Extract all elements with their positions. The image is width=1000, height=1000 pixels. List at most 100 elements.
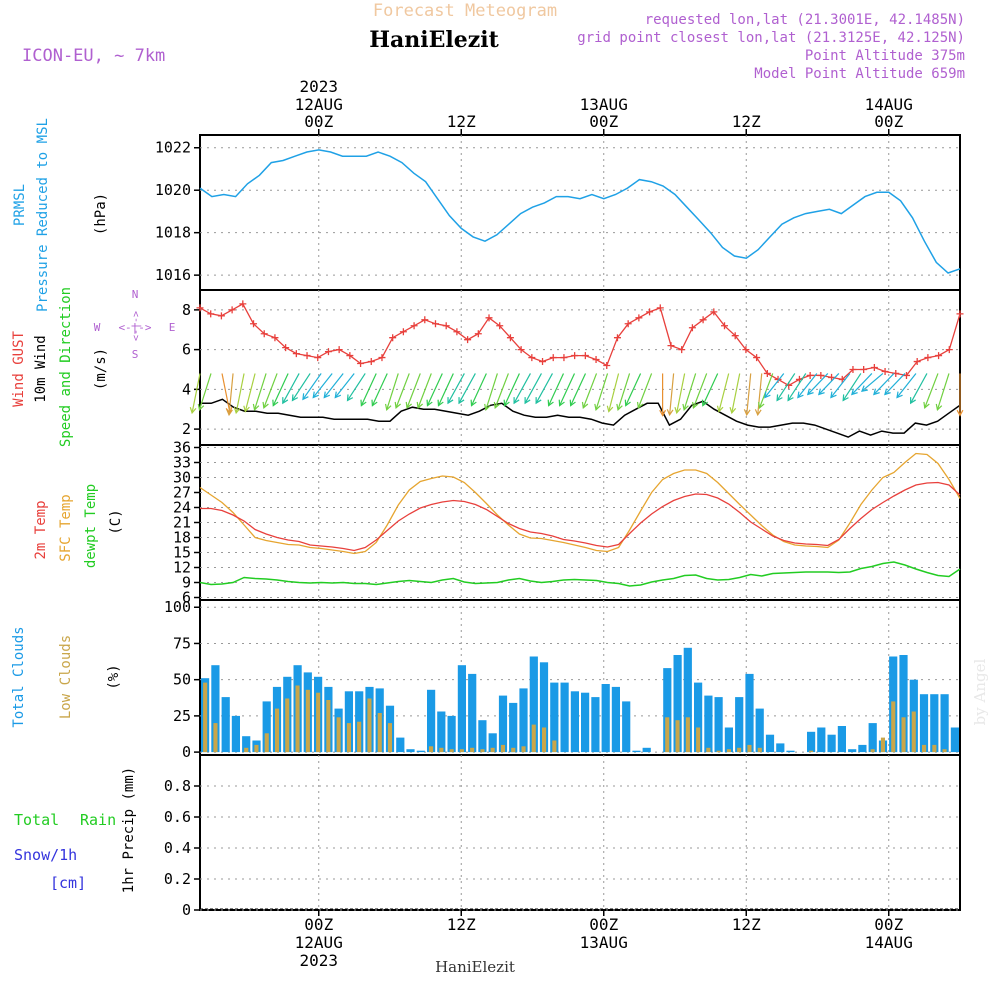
wind-arrow xyxy=(346,373,366,402)
ytick-label: 1016 xyxy=(155,266,191,284)
low-cloud-bar xyxy=(357,721,362,753)
closest-coords: grid point closest lon,lat (21.3125E, 42… xyxy=(577,30,965,46)
wind-arrow xyxy=(701,373,719,407)
low-cloud-bar xyxy=(737,747,742,753)
wind-arrow-head xyxy=(416,401,424,410)
total-cloud-bar xyxy=(735,697,744,753)
wind-arrow-shaft xyxy=(437,373,454,406)
wind-arrow-head xyxy=(272,399,279,407)
wind-arrow xyxy=(484,373,498,412)
wind-arrow xyxy=(743,373,752,417)
gust-marker xyxy=(506,334,514,342)
compass-n: N xyxy=(132,288,139,301)
wind-arrow xyxy=(291,373,311,402)
low-cloud-bar xyxy=(757,747,762,753)
wind-arrow xyxy=(682,373,697,412)
wind-arrow-head xyxy=(884,388,891,396)
low-cloud-bar xyxy=(511,747,516,753)
wind-arrow xyxy=(754,373,763,417)
gust-marker xyxy=(924,354,932,362)
wind-arrow-head xyxy=(896,391,903,399)
gust-marker xyxy=(828,373,836,381)
wind-arrow-head xyxy=(371,399,378,407)
gust-marker xyxy=(902,371,910,379)
ytick-label: 15 xyxy=(173,544,191,562)
wind-arrow-shaft xyxy=(191,373,201,414)
chart-marks: 1016101810201022246869121518212427303336… xyxy=(155,134,964,919)
gust-marker xyxy=(324,348,332,356)
low-cloud-bar xyxy=(470,747,475,753)
wind-arrow-head xyxy=(606,405,614,413)
low-cloud-bar xyxy=(490,747,495,753)
wind-arrow-head xyxy=(302,393,309,401)
wind-arrow-shaft xyxy=(625,373,642,406)
ytick-label: 8 xyxy=(182,301,191,319)
wind-arrow-shaft xyxy=(504,373,520,406)
low-cloud-bar xyxy=(377,713,382,753)
top-tick-date: 14AUG xyxy=(865,95,913,114)
low-cloud-bar xyxy=(932,744,937,753)
panel-frame-5 xyxy=(199,754,961,911)
ytick-label: 0 xyxy=(182,901,191,919)
gust-marker xyxy=(453,328,461,336)
low-cloud-bar xyxy=(922,744,927,753)
wind-arrow xyxy=(896,373,917,399)
wind-arrow-shaft xyxy=(787,373,807,401)
gust-marker xyxy=(721,322,729,330)
gust-marker xyxy=(314,354,322,362)
gust-marker xyxy=(228,306,236,314)
wind-arrow xyxy=(394,373,410,410)
wind-arrow xyxy=(666,373,675,417)
bottom-tick-date: 12AUG xyxy=(295,933,343,952)
wind-arrow-head xyxy=(729,407,737,415)
wind-arrow-head xyxy=(776,394,783,402)
compass-legend: N W <-|-> E <-|-> S xyxy=(94,288,176,361)
gust-marker xyxy=(464,336,472,344)
wind-arrow xyxy=(692,373,708,410)
gust-marker xyxy=(474,330,482,338)
low-cloud-bar xyxy=(880,737,885,753)
gust-marker xyxy=(549,354,557,362)
gust-marker xyxy=(945,346,953,354)
total-cloud-bar xyxy=(509,702,518,753)
wind-arrow-shaft xyxy=(470,373,487,406)
wind-arrow-head xyxy=(935,403,943,412)
wind-arrow xyxy=(884,373,906,396)
wind-arrow-head xyxy=(323,391,331,399)
bottom-tick-label: 12Z xyxy=(732,915,761,934)
wind-arrow xyxy=(558,373,576,407)
suptitle: Forecast Meteogram xyxy=(373,1,557,21)
bottom-tick-label: 00Z xyxy=(589,915,618,934)
low-cloud-bar xyxy=(275,708,280,753)
model-label: ICON-EU, ~ 7km xyxy=(22,46,165,66)
top-tick-date: 13AUG xyxy=(580,95,628,114)
wind-arrow-head xyxy=(197,403,205,412)
wind-arrow xyxy=(861,373,884,393)
wind-arrow-head xyxy=(910,397,917,405)
gust-marker xyxy=(849,365,857,373)
gust-marker xyxy=(753,354,761,362)
ytick-label: 100 xyxy=(164,598,191,616)
total-cloud-bar xyxy=(899,655,908,753)
ytick-label: 21 xyxy=(173,514,191,532)
wind-arrow xyxy=(910,373,928,405)
panel-frame-2 xyxy=(199,289,961,446)
wind-arrow xyxy=(334,373,355,399)
wind-arrow-shaft xyxy=(406,373,421,409)
wind-arrow-shaft xyxy=(910,373,928,404)
total-cloud-bar xyxy=(591,697,600,753)
total-cloud-bar xyxy=(529,656,538,753)
ytick-label: 12 xyxy=(173,559,191,577)
total-cloud-bar xyxy=(724,727,733,753)
total-cloud-bar xyxy=(622,701,631,753)
low-cloud-bar xyxy=(295,685,300,753)
wind-arrow xyxy=(776,373,796,402)
wind-arrow-head xyxy=(458,397,465,405)
wind-arrow xyxy=(842,373,862,402)
wind-arrow xyxy=(272,373,289,407)
gust-marker xyxy=(742,346,750,354)
gust-marker xyxy=(292,350,300,358)
gust-marker xyxy=(613,334,621,342)
pressure-line xyxy=(199,149,961,274)
total-cloud-bar xyxy=(848,749,857,753)
